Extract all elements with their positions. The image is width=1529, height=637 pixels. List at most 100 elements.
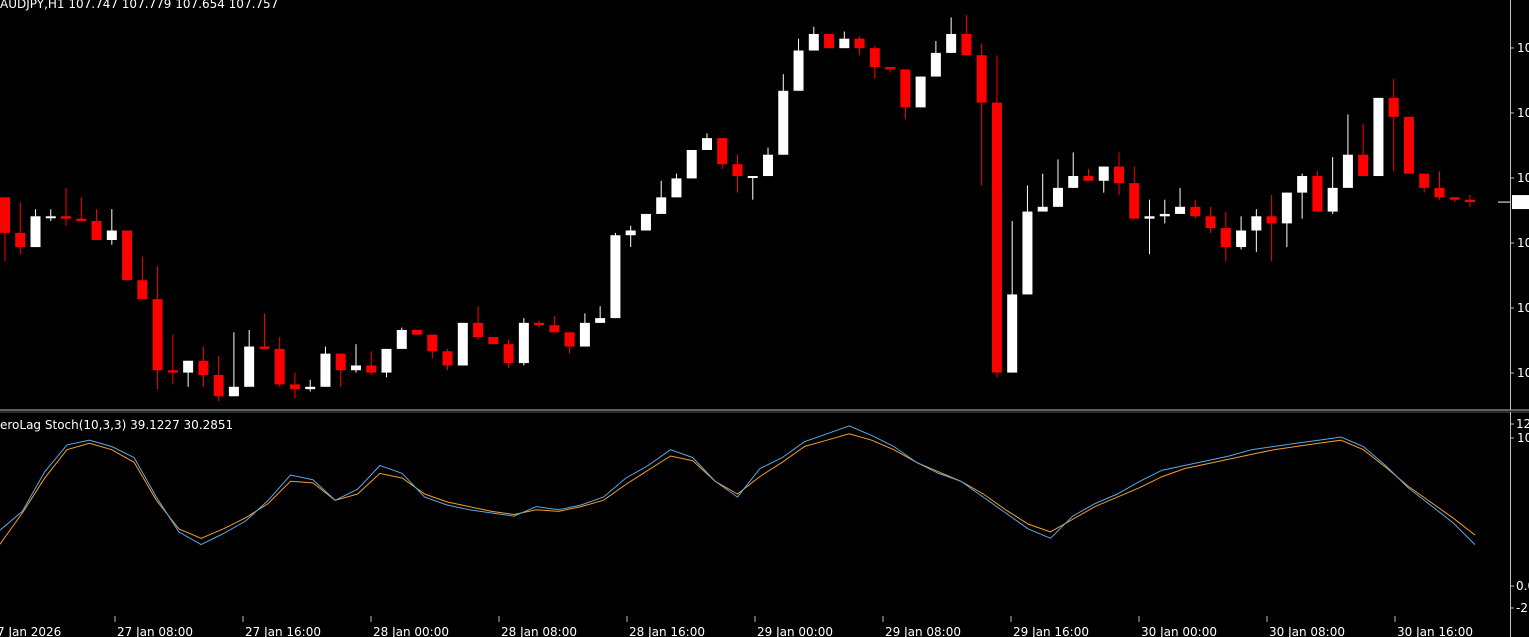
time-tick-label: 28 Jan 16:00 [629,625,705,637]
time-axis[interactable]: 7 Jan 2026 27 Jan 08:00 27 Jan 16:00 28 Jan… [0,616,1473,637]
time-tick-label: 30 Jan 00:00 [1141,625,1217,637]
candle-body [839,38,850,49]
candle-body [885,67,896,70]
candle [1312,171,1323,212]
candle [473,306,484,340]
candle [686,149,697,179]
candle-body [412,329,423,335]
candle [808,26,819,51]
candle-body [1007,294,1018,373]
candle-body [1312,176,1323,212]
time-tick-label: 28 Jan 00:00 [373,625,449,637]
candle [488,337,499,345]
candle [1144,199,1155,255]
indicator-pane[interactable] [0,425,1476,546]
candle-body [1052,187,1063,207]
candle-body [793,50,804,91]
candle [656,180,667,214]
candle [961,15,972,56]
candle-body [1190,206,1201,217]
candle [625,225,636,248]
indicator-axis[interactable]: 12 0.0 -2 [1510,417,1529,615]
candle-body [808,33,819,51]
candle-body [1449,197,1460,200]
candle-body [640,213,651,231]
candle [915,76,926,108]
candle-body [366,365,377,373]
candle-body [1083,176,1094,181]
candle-body [167,370,178,373]
candle [732,154,743,193]
price-pane[interactable] [0,15,1510,401]
candle-body [549,325,560,333]
candle-body [915,76,926,108]
indicator-tick-label: 0.0 [1516,579,1529,593]
stoch-signal-line [0,433,1476,545]
time-tick-label: 27 Jan 16:00 [245,625,321,637]
candle-body [1403,116,1414,174]
candle [1220,211,1231,262]
candle [1098,166,1109,193]
candle-body [946,33,957,53]
candle-body [442,351,453,366]
candle [1175,187,1186,214]
candle [1281,192,1292,248]
candle-body [259,346,270,349]
candle [289,372,300,399]
candle-body [91,221,102,240]
candle-body [1266,216,1277,224]
candle [763,147,774,177]
candle-body [579,322,590,347]
indicator-label: eroLag Stoch(10,3,3) 39.1227 30.2851 [0,418,233,432]
candle-body [1159,213,1170,217]
candle-body [137,280,148,300]
candle [610,232,621,319]
candle [793,38,804,91]
candle [0,197,10,262]
candle-body [0,197,10,233]
candle [1037,173,1048,212]
candle [427,334,438,359]
candle-body [488,337,499,345]
candle [1297,173,1308,219]
candle-body [1342,154,1353,188]
candle-body [106,230,117,240]
candle-body [1220,228,1231,248]
candle [1068,152,1079,188]
candle [198,346,209,387]
candle [1114,152,1125,195]
price-tick-label: 10 [1517,301,1529,315]
candle [503,339,514,368]
candle-body [701,138,712,150]
candle [1388,78,1399,172]
candle-body [732,164,743,177]
candle [564,332,575,354]
candle [152,266,163,390]
candle [1007,221,1018,373]
candle [1449,197,1460,203]
candles [0,15,1475,401]
candle [595,306,606,323]
stoch-main-line [0,425,1476,546]
indicator-tick-label: -2 [1516,601,1528,615]
price-axis[interactable]: 10 10 10 10 10 10 10 [1510,41,1529,445]
candle-body [976,55,987,103]
candle-body [1114,166,1125,184]
candle [396,327,407,349]
candle-body [656,197,667,214]
candle [305,379,316,392]
price-tick-label: 10 [1517,106,1529,120]
candle [91,209,102,240]
time-tick-label: 28 Jan 08:00 [501,625,577,637]
candle-body [45,216,56,219]
candle [106,209,117,245]
candle-body [1465,199,1475,203]
price-tick-label: 10 [1517,431,1529,445]
candle [1342,114,1353,188]
candle-body [1373,97,1384,177]
candle [991,55,1002,378]
current-price-marker [1512,195,1529,210]
candle-body [930,52,941,77]
candle-body [213,374,224,397]
